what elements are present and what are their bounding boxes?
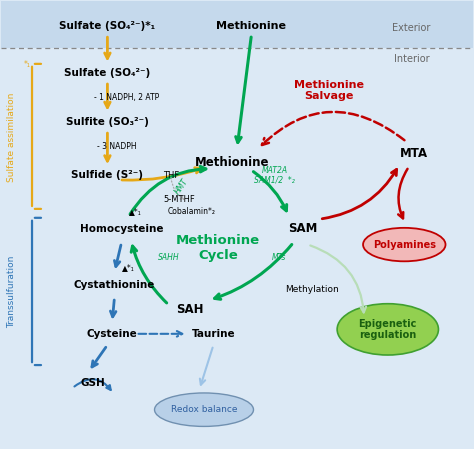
Text: SAH: SAH — [176, 303, 204, 316]
Text: MTA: MTA — [400, 147, 428, 159]
Text: Sulfide (S²⁻): Sulfide (S²⁻) — [72, 171, 144, 180]
Text: ▲*₁: ▲*₁ — [129, 207, 142, 216]
Text: Cystathionine: Cystathionine — [74, 280, 155, 290]
Text: Redox balance: Redox balance — [171, 405, 237, 414]
Text: Sulfate (SO₄²⁻)*₁: Sulfate (SO₄²⁻)*₁ — [59, 21, 155, 31]
Text: Methionine: Methionine — [216, 21, 286, 31]
Text: SAHH: SAHH — [158, 254, 180, 263]
Text: Sulfite (SO₃²⁻): Sulfite (SO₃²⁻) — [66, 117, 149, 127]
Text: ▲*₁: ▲*₁ — [122, 263, 135, 272]
Text: GSH: GSH — [81, 378, 106, 388]
Text: SAM: SAM — [288, 222, 318, 235]
Ellipse shape — [155, 393, 254, 427]
Text: SAM1/2  *₂: SAM1/2 *₂ — [255, 176, 295, 185]
Text: Methylation: Methylation — [285, 285, 339, 294]
Text: Sulfate (SO₄²⁻): Sulfate (SO₄²⁻) — [64, 68, 151, 78]
FancyBboxPatch shape — [1, 1, 473, 48]
Text: Taurine: Taurine — [191, 329, 235, 339]
Text: Polyamines: Polyamines — [373, 240, 436, 250]
Text: - 3 NADPH: - 3 NADPH — [97, 142, 137, 151]
Ellipse shape — [363, 228, 446, 261]
Text: Epigenetic
regulation: Epigenetic regulation — [359, 318, 417, 340]
Text: Interior: Interior — [393, 54, 429, 64]
Text: Cysteine: Cysteine — [87, 329, 137, 339]
Ellipse shape — [337, 304, 438, 355]
Text: THF: THF — [163, 171, 179, 180]
Text: Methionine
Cycle: Methionine Cycle — [176, 233, 260, 262]
Text: Homocysteine: Homocysteine — [80, 224, 164, 234]
Text: Methionine: Methionine — [195, 155, 270, 168]
Text: Cobalamin*₂: Cobalamin*₂ — [167, 207, 215, 216]
Text: HMT: HMT — [173, 177, 190, 196]
Text: MAT2A: MAT2A — [262, 167, 288, 176]
Text: *₁: *₁ — [24, 60, 31, 69]
Text: MTs: MTs — [272, 254, 287, 263]
Text: - 1 NADPH, 2 ATP: - 1 NADPH, 2 ATP — [94, 93, 159, 102]
Text: Exterior: Exterior — [392, 23, 430, 33]
Text: 5-MTHF: 5-MTHF — [164, 195, 195, 204]
Text: Transsulfuration: Transsulfuration — [7, 255, 16, 328]
Text: Methionine
Salvage: Methionine Salvage — [294, 80, 364, 101]
Text: Sulfate assimilation: Sulfate assimilation — [7, 93, 16, 182]
